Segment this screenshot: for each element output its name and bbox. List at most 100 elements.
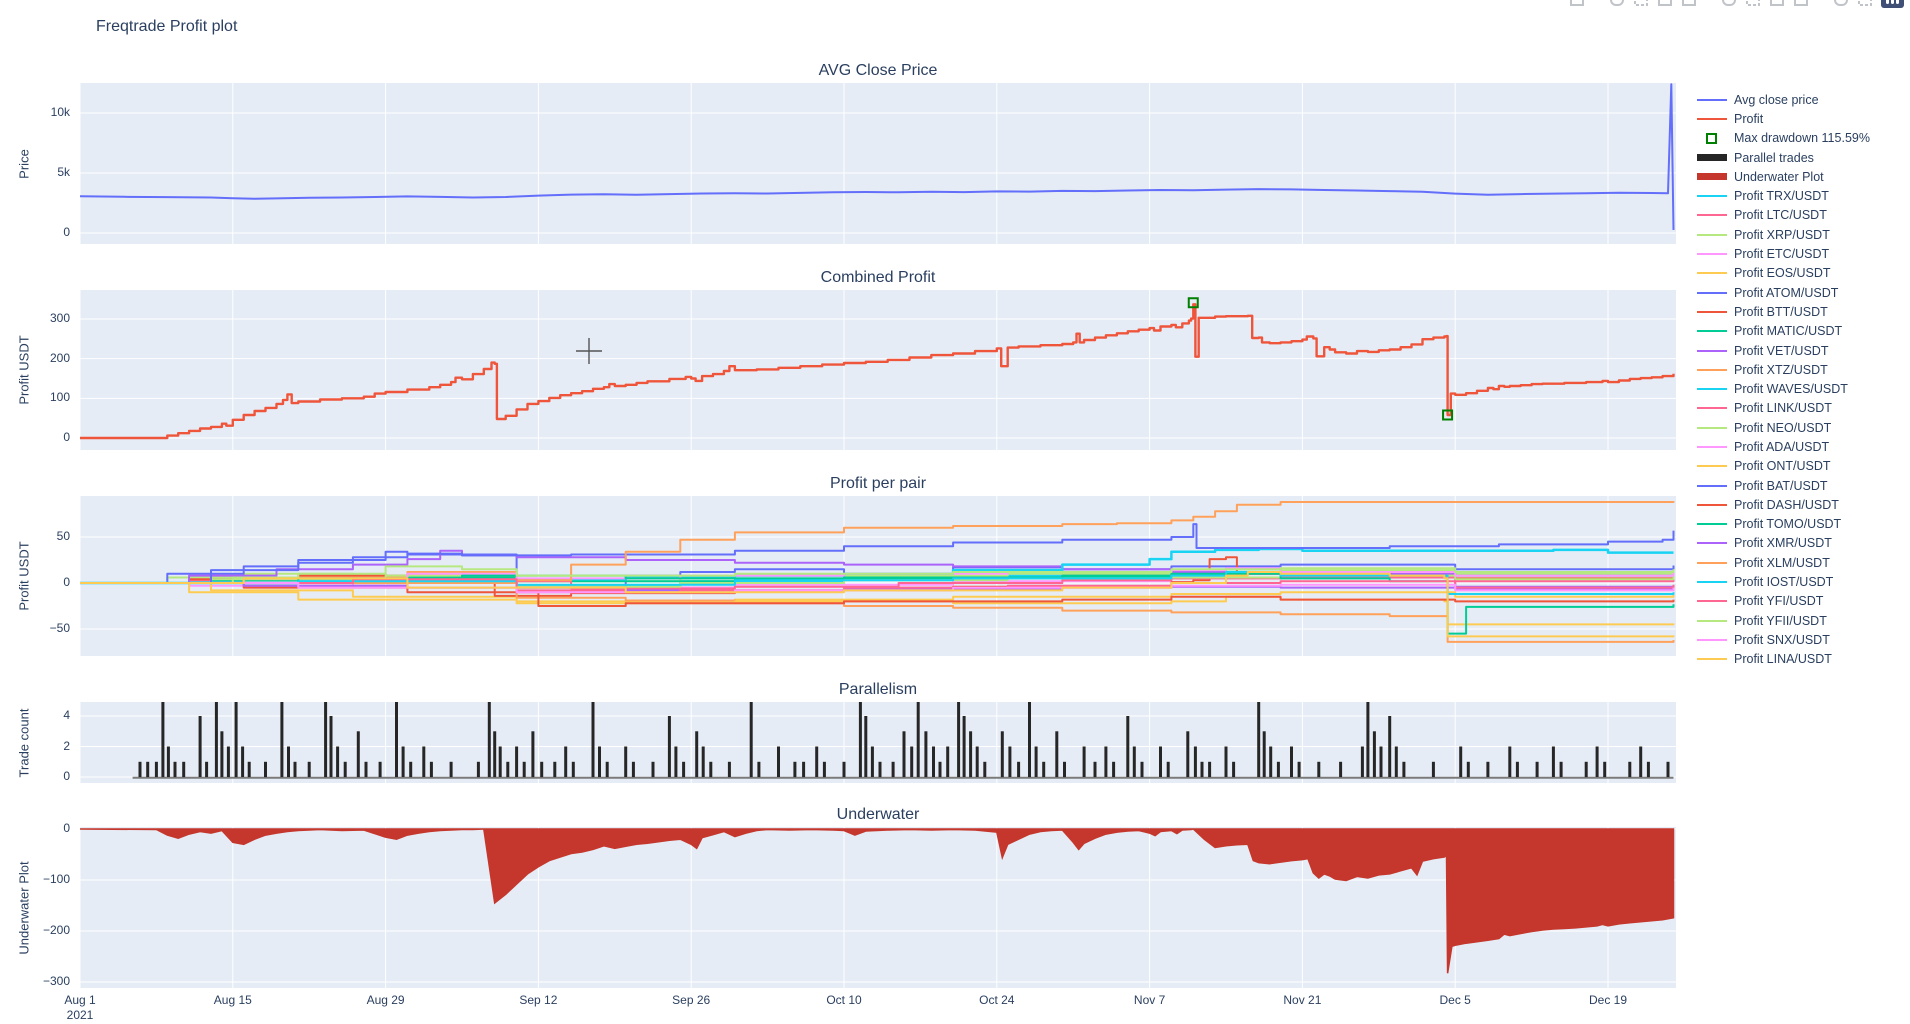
parallel-trades-bar: [1290, 746, 1293, 777]
legend-label: Profit LTC/USDT: [1734, 208, 1827, 223]
legend-swatch-icon: [1697, 619, 1729, 622]
legend-item-profit-vet-usdt[interactable]: Profit VET/USDT: [1697, 341, 1909, 360]
box-select-icon[interactable]: [1657, 0, 1673, 8]
legend-swatch-icon: [1697, 658, 1729, 661]
legend: Avg close price Profit Max drawdown 115.59…: [1697, 90, 1909, 669]
legend-item-profit-xtz-usdt[interactable]: Profit XTZ/USDT: [1697, 360, 1909, 379]
zoom-icon[interactable]: [1609, 0, 1625, 8]
legend-item-profit-etc-usdt[interactable]: Profit ETC/USDT: [1697, 244, 1909, 263]
legend-item-profit-tomo-usdt[interactable]: Profit TOMO/USDT: [1697, 515, 1909, 534]
camera-icon[interactable]: [1569, 0, 1585, 8]
legend-item-profit-lina-usdt[interactable]: Profit LINA/USDT: [1697, 650, 1909, 669]
legend-item-profit[interactable]: Profit: [1697, 109, 1909, 128]
legend-label: Profit TOMO/USDT: [1734, 517, 1842, 532]
legend-item-profit-xmr-usdt[interactable]: Profit XMR/USDT: [1697, 534, 1909, 553]
legend-label: Profit BTT/USDT: [1734, 304, 1828, 319]
parallel-trades-bar: [1000, 731, 1004, 778]
parallel-trades-bar: [1402, 761, 1406, 778]
y-tick-label: 5k: [57, 165, 70, 179]
legend-item-profit-iost-usdt[interactable]: Profit IOST/USDT: [1697, 572, 1909, 591]
parallel-trades-bar: [1063, 761, 1066, 778]
parallel-trades-bar: [498, 746, 502, 777]
parallel-trades-bar: [449, 761, 453, 778]
parallel-trades-bar: [493, 731, 497, 778]
legend-item-underwater-plot[interactable]: Underwater Plot: [1697, 167, 1909, 186]
plotly-logo[interactable]: [1881, 0, 1904, 8]
parallel-trades-bar: [651, 761, 655, 778]
parallel-trades-bar: [138, 761, 142, 778]
parallel-trades-bar: [401, 746, 405, 777]
legend-item-profit-btt-usdt[interactable]: Profit BTT/USDT: [1697, 302, 1909, 321]
parallel-trades-bar: [1140, 761, 1144, 778]
plot-area-parallelism[interactable]: [80, 702, 1676, 783]
legend-item-profit-atom-usdt[interactable]: Profit ATOM/USDT: [1697, 283, 1909, 302]
series-profit-bat-usdt: [80, 523, 1675, 584]
pan-icon[interactable]: [1633, 0, 1649, 8]
legend-item-profit-eos-usdt[interactable]: Profit EOS/USDT: [1697, 264, 1909, 283]
parallel-trades-bar: [264, 761, 267, 778]
legend-swatch-icon: [1697, 542, 1729, 545]
subplot-title-avg-close-price: AVG Close Price: [818, 62, 938, 79]
legend-item-avg-close-price[interactable]: Avg close price: [1697, 90, 1909, 109]
legend-label: Parallel trades: [1734, 150, 1814, 165]
legend-item-profit-dash-usdt[interactable]: Profit DASH/USDT: [1697, 495, 1909, 514]
legend-item-profit-trx-usdt[interactable]: Profit TRX/USDT: [1697, 186, 1909, 205]
parallel-trades-bar: [1093, 761, 1097, 778]
parallel-trades-bar: [1055, 731, 1059, 778]
legend-item-profit-ada-usdt[interactable]: Profit ADA/USDT: [1697, 437, 1909, 456]
parallel-trades-bar: [1584, 761, 1588, 778]
legend-item-profit-xlm-usdt[interactable]: Profit XLM/USDT: [1697, 553, 1909, 572]
legend-item-profit-waves-usdt[interactable]: Profit WAVES/USDT: [1697, 379, 1909, 398]
spike-lines-icon[interactable]: [1833, 0, 1849, 8]
hover-closest-icon[interactable]: [1857, 0, 1873, 8]
parallel-trades-bar: [247, 761, 251, 778]
lasso-icon[interactable]: [1681, 0, 1697, 8]
legend-item-profit-link-usdt[interactable]: Profit LINK/USDT: [1697, 399, 1909, 418]
y-tick-label: 0: [63, 575, 70, 589]
zoom-out-icon[interactable]: [1745, 0, 1761, 8]
legend-swatch-icon: [1697, 581, 1729, 584]
parallel-trades-bar: [1431, 761, 1435, 778]
parallel-trades-bar: [146, 761, 150, 778]
parallel-trades-bar: [1372, 731, 1376, 778]
reset-axes-icon[interactable]: [1793, 0, 1809, 8]
max-drawdown-marker: [1442, 409, 1454, 421]
legend-item-profit-ltc-usdt[interactable]: Profit LTC/USDT: [1697, 206, 1909, 225]
legend-item-profit-xrp-usdt[interactable]: Profit XRP/USDT: [1697, 225, 1909, 244]
legend-item-profit-yfi-usdt[interactable]: Profit YFI/USDT: [1697, 592, 1909, 611]
legend-swatch-icon: [1697, 523, 1729, 526]
legend-item-profit-neo-usdt[interactable]: Profit NEO/USDT: [1697, 418, 1909, 437]
legend-item-max-drawdown-115-59-[interactable]: Max drawdown 115.59%: [1697, 129, 1909, 148]
parallel-trades-bar: [682, 761, 686, 778]
legend-item-profit-matic-usdt[interactable]: Profit MATIC/USDT: [1697, 322, 1909, 341]
parallel-trades-bar: [226, 746, 230, 777]
parallel-trades-bar: [1112, 761, 1116, 778]
plot-area-avg_close[interactable]: [80, 83, 1676, 244]
legend-label: Profit XTZ/USDT: [1734, 362, 1828, 377]
zoom-in-icon[interactable]: [1721, 0, 1737, 8]
legend-swatch-icon: [1697, 349, 1729, 352]
parallel-trades-bar: [1559, 761, 1563, 778]
parallel-trades-bar: [1200, 761, 1204, 778]
legend-label: Profit DASH/USDT: [1734, 497, 1839, 512]
parallel-trades-bar: [422, 746, 426, 777]
parallel-trades-bar: [924, 731, 928, 778]
parallel-trades-bar: [506, 761, 510, 778]
legend-item-profit-ont-usdt[interactable]: Profit ONT/USDT: [1697, 457, 1909, 476]
y-tick-label: 10k: [50, 105, 70, 119]
parallel-trades-bar: [336, 746, 340, 777]
series-avg-close-price: [80, 83, 1675, 231]
y-tick-label: 0: [63, 821, 70, 835]
parallel-trades-bar: [1486, 761, 1490, 778]
legend-swatch-icon: [1697, 368, 1729, 371]
legend-item-parallel-trades[interactable]: Parallel trades: [1697, 148, 1909, 167]
legend-item-profit-snx-usdt[interactable]: Profit SNX/USDT: [1697, 630, 1909, 649]
plot-area-combined_profit[interactable]: [80, 290, 1676, 450]
autoscale-icon[interactable]: [1769, 0, 1785, 8]
legend-item-profit-yfii-usdt[interactable]: Profit YFII/USDT: [1697, 611, 1909, 630]
parallel-trades-bar: [1366, 702, 1370, 778]
legend-swatch-icon: [1697, 445, 1729, 448]
legend-item-profit-bat-usdt[interactable]: Profit BAT/USDT: [1697, 476, 1909, 495]
parallel-trades-bar: [667, 716, 671, 777]
